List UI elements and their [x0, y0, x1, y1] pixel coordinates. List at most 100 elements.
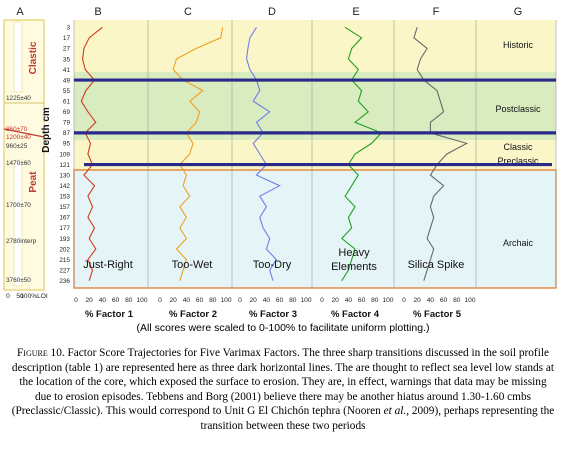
factor2-tick-2: 40	[183, 297, 191, 304]
column-header-d: D	[268, 6, 276, 18]
depth-tick-202: 202	[59, 246, 70, 253]
factor5-tick-2: 40	[427, 297, 435, 304]
depth-tick-142: 142	[59, 183, 70, 190]
series-line-5	[413, 27, 469, 281]
transition-lines	[74, 78, 556, 167]
factor4-tick-2: 40	[345, 297, 353, 304]
date-label-1: 860±70	[6, 126, 28, 133]
depth-tick-215: 215	[59, 257, 70, 264]
factor1-tick-0: 0	[74, 297, 78, 304]
factor2-axis-label: % Factor 2	[169, 309, 217, 320]
depth-tick-167: 167	[59, 215, 70, 222]
factor4-tick-4: 80	[371, 297, 379, 304]
depth-tick-69: 69	[63, 109, 71, 116]
scaling-footnote: (All scores were scaled to 0-100% to fac…	[136, 322, 430, 334]
depth-axis: Depth cm 3 17 27 35 41 49 55 61 69 79 87 95 109 121 130…	[41, 25, 70, 285]
zone-labels: Historic Postclassic Classic Preclassic Arch…	[495, 40, 541, 248]
factor2-tick-4: 80	[209, 297, 217, 304]
factor2-tick-3: 60	[196, 297, 204, 304]
depth-tick-27: 27	[63, 46, 71, 53]
factor3-tick-1: 20	[250, 297, 258, 304]
column-header-f: F	[433, 6, 440, 18]
depth-tick-121: 121	[59, 162, 70, 169]
column-a-axis-2: 100%LOI	[20, 293, 48, 300]
series-name-5: Silica Spike	[408, 259, 465, 271]
column-header-e: E	[352, 6, 359, 18]
column-header-g: G	[514, 6, 523, 18]
figure-caption: Figure 10. Factor Score Trajectories for…	[10, 346, 556, 434]
depth-tick-3: 3	[66, 25, 70, 32]
zone-historic: Historic	[503, 40, 534, 50]
zone-postclassic: Postclassic	[495, 104, 541, 114]
factor-chart: Historic Postclassic Classic Preclassic Arch…	[3, 6, 557, 320]
factor2-tick-5: 100	[220, 297, 231, 304]
factor-series: Just-Right Too-Wet Too-Dry Heavy Elements Sil…	[80, 26, 469, 281]
factor5-tick-4: 80	[453, 297, 461, 304]
series-name-4-a: Heavy	[338, 247, 370, 259]
column-a-axis-0: 0	[6, 293, 10, 300]
factor2-tick-1: 20	[170, 297, 178, 304]
factor1-axis-label: % Factor 1	[85, 309, 134, 320]
factor5-axis-label: % Factor 5	[413, 309, 462, 320]
series-name-3: Too-Dry	[253, 259, 292, 271]
factor3-tick-4: 80	[289, 297, 297, 304]
series-name-1: Just-Right	[83, 259, 133, 271]
series-name-2: Too-Wet	[172, 259, 213, 271]
factor3-tick-2: 40	[263, 297, 271, 304]
series-line-4	[340, 26, 383, 281]
depth-tick-109: 109	[59, 151, 70, 158]
depth-tick-79: 79	[63, 120, 71, 127]
depth-tick-153: 153	[59, 194, 70, 201]
factor1-tick-1: 20	[86, 297, 94, 304]
factor4-tick-1: 20	[332, 297, 340, 304]
depth-tick-55: 55	[63, 88, 71, 95]
depth-tick-236: 236	[59, 278, 70, 285]
date-label-0: 1225±40	[6, 95, 31, 102]
depth-tick-49: 49	[63, 77, 71, 84]
column-header-c: C	[184, 6, 192, 18]
depth-tick-35: 35	[63, 56, 71, 63]
historic-band	[74, 20, 556, 72]
factor5-tick-0: 0	[402, 297, 406, 304]
date-label-6: 2780interp	[6, 238, 37, 245]
series-line-1	[80, 26, 103, 281]
archaic-band	[73, 169, 557, 289]
factor5-tick-1: 20	[414, 297, 422, 304]
factor1-tick-2: 40	[99, 297, 107, 304]
zone-classic: Classic	[503, 142, 533, 152]
depth-tick-177: 177	[59, 225, 70, 232]
series-line-3	[246, 27, 281, 281]
factor4-tick-3: 60	[358, 297, 366, 304]
factor1-tick-5: 100	[136, 297, 147, 304]
factor3-tick-0: 0	[238, 297, 242, 304]
column-a-axis-1: 50	[16, 293, 24, 300]
series-line-2	[172, 27, 224, 281]
factor3-tick-5: 100	[300, 297, 311, 304]
factor1-tick-3: 60	[112, 297, 120, 304]
date-label-3: 960±25	[6, 143, 28, 150]
postclassic-band	[74, 72, 556, 140]
column-a-peat-label: Peat	[28, 171, 39, 193]
factor4-tick-5: 100	[382, 297, 393, 304]
depth-tick-130: 130	[59, 172, 70, 179]
chart-background	[3, 19, 557, 291]
factor2-tick-0: 0	[158, 297, 162, 304]
column-a-clastic-label: Clastic	[28, 41, 39, 74]
column-a-clastic-bar	[13, 21, 23, 93]
date-marker-line	[3, 128, 45, 138]
date-label-2: 1200±40	[6, 134, 31, 141]
depth-tick-87: 87	[63, 130, 71, 137]
depth-tick-95: 95	[63, 141, 71, 148]
column-header-a: A	[16, 6, 24, 18]
caption-text-2: , 2009), perhaps representing the transi…	[200, 405, 555, 432]
depth-tick-227: 227	[59, 267, 70, 274]
zone-preclassic: Preclassic	[497, 156, 539, 166]
series-name-4-b: Elements	[331, 261, 377, 273]
factor5-tick-5: 100	[464, 297, 475, 304]
caption-text-1: Factor Score Trajectories for Five Varim…	[11, 347, 555, 418]
caption-label: Figure 10.	[17, 347, 65, 359]
column-headers: A B C D E F G	[16, 6, 522, 18]
depth-tick-41: 41	[63, 67, 71, 74]
factor3-axis-label: % Factor 3	[249, 309, 297, 320]
